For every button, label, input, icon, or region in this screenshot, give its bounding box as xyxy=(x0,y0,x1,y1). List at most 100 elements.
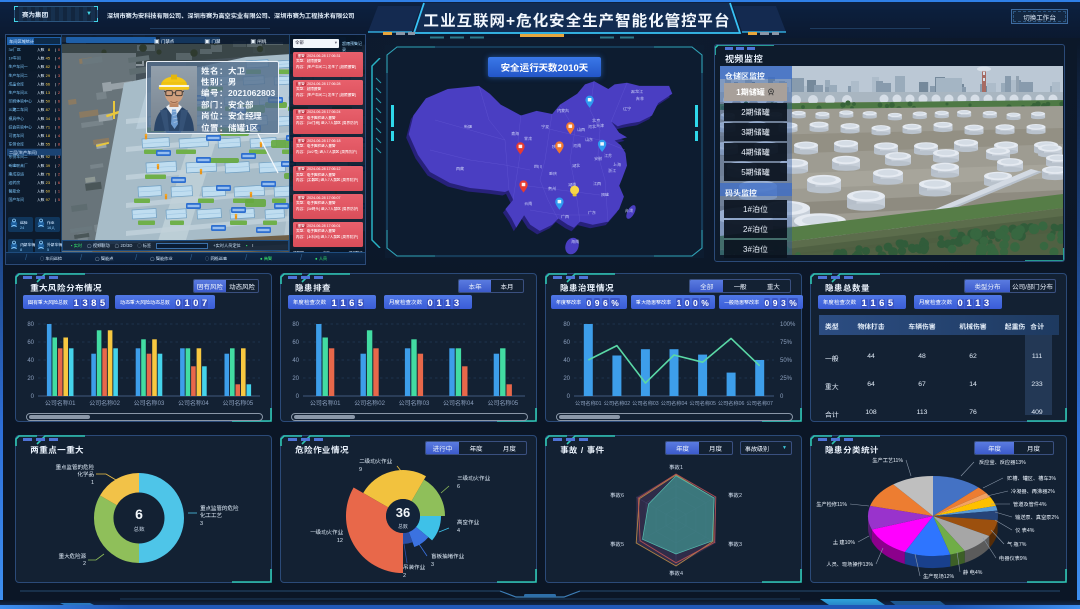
svg-text:云南: 云南 xyxy=(524,201,532,206)
svg-text:辽宁: 辽宁 xyxy=(622,106,631,111)
svg-text:化工工艺: 化工工艺 xyxy=(200,511,223,519)
svg-text:人数: 人数 xyxy=(36,134,45,138)
svg-text:车间区域统计: 车间区域统计 xyxy=(9,38,34,45)
svg-text:江苏: 江苏 xyxy=(604,153,612,158)
svg-text:天津: 天津 xyxy=(596,123,604,128)
svg-text:8: 8 xyxy=(58,142,60,147)
svg-text:生产工艺11%: 生产工艺11% xyxy=(872,457,903,464)
svg-text:事故5: 事故5 xyxy=(610,540,624,548)
svg-text:39: 39 xyxy=(46,163,50,168)
svg-text:事故1: 事故1 xyxy=(669,463,683,471)
svg-text:三期二车间: 三期二车间 xyxy=(9,107,29,112)
svg-text:66: 66 xyxy=(46,81,50,86)
svg-text:北京: 北京 xyxy=(591,118,600,123)
svg-text:45: 45 xyxy=(46,56,50,61)
svg-text:16人: 16人 xyxy=(47,226,55,230)
svg-text:吊装作业: 吊装作业 xyxy=(403,564,426,571)
svg-text:西藏: 西藏 xyxy=(456,166,464,171)
svg-text:公司名称03: 公司名称03 xyxy=(134,399,165,407)
svg-text:智能仓: 智能仓 xyxy=(9,189,22,194)
svg-text:公司名称05: 公司名称05 xyxy=(689,400,716,407)
svg-text:海南: 海南 xyxy=(571,239,579,244)
svg-text:40: 40 xyxy=(292,358,299,364)
svg-text:湖北: 湖北 xyxy=(572,163,580,168)
svg-text:广东: 广东 xyxy=(587,210,596,215)
svg-text:2: 2 xyxy=(403,573,406,579)
svg-text:人数: 人数 xyxy=(36,65,45,69)
svg-text:重点监管的危险: 重点监管的危险 xyxy=(200,504,239,512)
svg-text:2: 2 xyxy=(58,90,60,95)
svg-text:事故3: 事故3 xyxy=(728,540,742,548)
svg-text:静 电4%: 静 电4% xyxy=(963,569,983,576)
svg-text:输送泵、真空泵2%: 输送泵、真空泵2% xyxy=(1015,514,1059,521)
svg-text:公司名称03: 公司名称03 xyxy=(399,399,430,407)
svg-text:87: 87 xyxy=(46,107,50,112)
svg-text:公司名称05: 公司名称05 xyxy=(487,399,518,407)
svg-text:人数: 人数 xyxy=(36,190,45,194)
svg-text:巡检: 巡检 xyxy=(19,220,28,225)
svg-text:1: 1 xyxy=(91,480,94,486)
svg-text:1: 1 xyxy=(58,107,60,112)
svg-text:土 建10%: 土 建10% xyxy=(833,540,856,546)
svg-text:71: 71 xyxy=(46,124,50,129)
svg-text:河南: 河南 xyxy=(572,143,581,148)
svg-text:4: 4 xyxy=(457,528,460,534)
svg-text:76: 76 xyxy=(46,171,50,176)
svg-text:60: 60 xyxy=(563,340,570,346)
svg-text:34: 34 xyxy=(46,116,51,121)
svg-text:人数: 人数 xyxy=(36,57,45,61)
svg-text:|: | xyxy=(55,57,56,61)
svg-text:国产车间: 国产车间 xyxy=(9,197,25,202)
svg-text:3: 3 xyxy=(431,562,434,568)
svg-text:82: 82 xyxy=(46,64,50,69)
svg-text:0: 0 xyxy=(58,124,61,129)
svg-text:综合实验中心: 综合实验中心 xyxy=(9,124,32,129)
svg-text:生产车间三: 生产车间三 xyxy=(8,90,29,95)
svg-text:5: 5 xyxy=(58,116,60,121)
svg-text:1: 1 xyxy=(58,189,60,194)
svg-text:80: 80 xyxy=(563,322,570,328)
svg-text:吉林: 吉林 xyxy=(636,96,645,101)
svg-text:|: | xyxy=(55,172,56,176)
svg-text:一级动火作业: 一级动火作业 xyxy=(310,529,344,536)
svg-text:8: 8 xyxy=(58,64,60,69)
svg-text:公司名称01: 公司名称01 xyxy=(310,399,341,407)
svg-text:|: | xyxy=(55,181,56,185)
svg-text:印刷体验中心: 印刷体验中心 xyxy=(9,99,32,104)
svg-text:20: 20 xyxy=(27,376,34,382)
svg-text:7: 7 xyxy=(58,163,60,168)
svg-text:3: 3 xyxy=(58,154,60,159)
svg-text:宁夏: 宁夏 xyxy=(540,124,549,129)
svg-text:台湾: 台湾 xyxy=(625,208,633,213)
svg-text:黑龙江: 黑龙江 xyxy=(631,89,643,94)
svg-text:0: 0 xyxy=(567,394,571,400)
svg-text:生产车间二: 生产车间二 xyxy=(8,73,29,78)
svg-text:6: 6 xyxy=(58,180,60,185)
svg-text:公司名称01: 公司名称01 xyxy=(45,399,76,407)
svg-text:人数: 人数 xyxy=(36,100,45,104)
svg-text:生产现场12%: 生产现场12% xyxy=(923,573,955,580)
svg-text:冷凝器、再沸器2%: 冷凝器、再沸器2% xyxy=(1011,488,1055,495)
svg-text:24: 24 xyxy=(20,226,24,230)
svg-text:6: 6 xyxy=(457,484,460,490)
svg-text:人数: 人数 xyxy=(36,172,45,176)
svg-text:|: | xyxy=(55,190,56,194)
svg-text:公司名称02: 公司名称02 xyxy=(604,400,631,407)
svg-text:事故2: 事故2 xyxy=(728,491,742,499)
svg-text:贮槽、罐区、槽车3%: 贮槽、罐区、槽车3% xyxy=(1007,475,1056,482)
svg-text:人数: 人数 xyxy=(36,143,45,147)
svg-text:安徽: 安徽 xyxy=(594,156,603,161)
svg-text:福建: 福建 xyxy=(601,192,609,197)
svg-text:化学品: 化学品 xyxy=(77,470,94,478)
svg-text:上海: 上海 xyxy=(612,162,621,167)
svg-text:25%: 25% xyxy=(780,376,793,382)
svg-text:50%: 50% xyxy=(780,358,793,364)
svg-text:人数: 人数 xyxy=(36,125,45,129)
svg-text:50: 50 xyxy=(46,99,51,104)
svg-text:|: | xyxy=(55,134,56,138)
svg-text:事故6: 事故6 xyxy=(610,491,624,499)
svg-text:|: | xyxy=(55,198,56,202)
svg-text:36: 36 xyxy=(396,505,410,520)
svg-text:8: 8 xyxy=(48,47,50,52)
svg-text:2: 2 xyxy=(83,561,86,567)
